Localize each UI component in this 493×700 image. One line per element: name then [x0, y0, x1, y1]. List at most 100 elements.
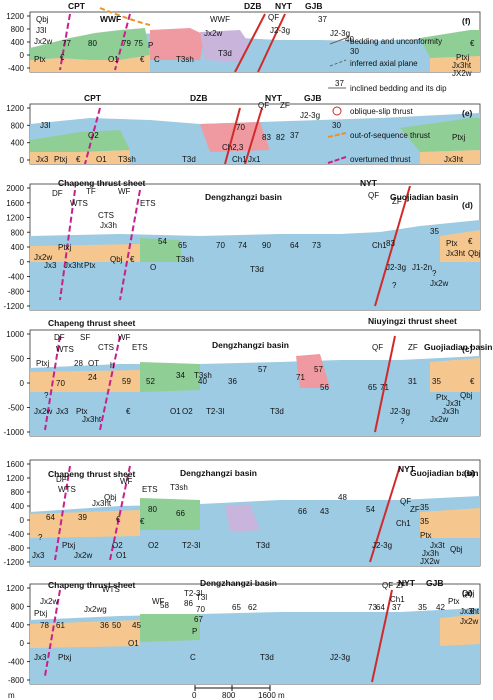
unit-label: 35	[418, 603, 427, 612]
unit-label: 54	[366, 505, 375, 514]
section-header: Chapeng thrust sheet	[48, 318, 136, 328]
legend-label: inclined bedding and its dip	[350, 84, 447, 93]
unit-label: Jx3ht	[64, 261, 84, 270]
unit-label: Jx3h	[422, 549, 439, 558]
unit-label: ?	[44, 391, 49, 400]
y-tick-label: 400	[11, 243, 25, 252]
unit-label: P	[192, 627, 197, 636]
unit-label: Jx2w	[34, 37, 52, 46]
unit-label: 61	[56, 621, 65, 630]
unit-label: JX2w	[452, 69, 472, 78]
unit-label: Jx2w	[34, 253, 52, 262]
unit-label: €	[116, 515, 121, 524]
unit-label: Ptx	[448, 597, 460, 606]
unit-label: Jx3	[56, 407, 69, 416]
unit-label: Jx3t	[430, 541, 445, 550]
unit-label: €	[60, 53, 65, 62]
y-tick-label: -800	[8, 287, 25, 296]
unit-label: Ch2,3	[222, 143, 244, 152]
y-tick-label: 800	[11, 488, 25, 497]
y-tick-label: 400	[11, 621, 25, 630]
unit-label: QF	[268, 13, 279, 22]
unit-label: €	[470, 607, 475, 616]
unit-label: Ptxj	[452, 133, 466, 142]
unit-label: Jx3	[36, 155, 49, 164]
unit-label: QF	[400, 497, 411, 506]
unit-label: 86	[184, 599, 193, 608]
unit-label: P	[148, 41, 153, 50]
unit-label: T2-3l	[206, 407, 224, 416]
panel-e-text: 1200 800 400 0 (e) CPT DZB NYT GJB J3l O2 Jx3 Ptxj € O…	[6, 93, 472, 165]
y-tick-label: 1200	[6, 104, 24, 113]
legend-label: bedding and unconformity	[350, 37, 442, 46]
unit-label: J1-2n	[412, 263, 432, 272]
unit-label: 40	[198, 377, 207, 386]
unit-label: 70	[236, 123, 245, 132]
unit-label: O2	[112, 541, 123, 550]
unit-label: ?	[432, 269, 437, 278]
unit-label: 54	[158, 237, 167, 246]
section-header: Guojiadian basin	[410, 468, 478, 478]
unit-label: h	[110, 361, 114, 370]
unit-label: Ptx	[76, 407, 88, 416]
unit-label: CTS	[98, 343, 114, 352]
unit-label: Jx2w	[74, 551, 92, 560]
unit-label: 43	[320, 507, 329, 516]
y-tick-label: 1600	[6, 460, 24, 469]
y-tick-label: 1200	[6, 474, 24, 483]
unit-label: WTS	[56, 345, 74, 354]
unit-label: 83	[262, 133, 271, 142]
unit-label: 74	[238, 241, 247, 250]
y-tick-label: 1200	[6, 214, 24, 223]
unit-label: 34	[176, 371, 185, 380]
axial-plane-icon	[329, 59, 347, 67]
section-header: NYT	[398, 464, 416, 474]
unit-label: J2-3g	[372, 541, 392, 550]
unit-label: O1	[96, 155, 107, 164]
unit-label: Ch1	[232, 155, 247, 164]
unit-label: 67	[194, 615, 203, 624]
section-header: CPT	[68, 1, 86, 11]
y-tick-label: 400	[11, 502, 25, 511]
unit-label: 42	[436, 603, 445, 612]
unit-label: 77	[62, 39, 71, 48]
section-header: GJB	[304, 93, 321, 103]
section-header: Dengzhangzi basin	[200, 578, 277, 588]
y-tick-label: -500	[8, 404, 25, 413]
y-tick-label: -800	[8, 544, 25, 553]
y-tick-label: 800	[11, 25, 25, 34]
legend-label: out-of-sequence thrust	[350, 131, 431, 140]
unit-label: 57	[314, 365, 323, 374]
unit-label: 52	[146, 377, 155, 386]
unit-label: T2-3l	[184, 589, 202, 598]
unit-label: Jx2w	[430, 415, 448, 424]
unit-label: T3d	[250, 265, 264, 274]
unit-label: ZF	[410, 505, 420, 514]
unit-label: Qbj	[110, 255, 123, 264]
unit-label: WTS	[102, 585, 120, 594]
y-tick-label: -400	[8, 64, 25, 73]
y-tick-label: 400	[11, 139, 25, 148]
unit-label: €	[468, 237, 473, 246]
y-tick-label: 0	[20, 639, 25, 648]
panel-letter: (a)	[462, 588, 473, 598]
unit-label: 79	[122, 39, 131, 48]
unit-label: Ptx	[84, 261, 96, 270]
unit-label: Ptxj	[62, 541, 76, 550]
unit-label: €	[140, 517, 145, 526]
unit-label: T3d	[218, 49, 232, 58]
unit-label: T3sh	[170, 483, 188, 492]
unit-label: 65	[178, 241, 187, 250]
panel-a	[29, 583, 481, 685]
unit-label: Ch1	[396, 519, 411, 528]
unit-label: Jx3	[44, 261, 57, 270]
unit-label: ZF	[408, 343, 418, 352]
unit-label: 40	[345, 35, 354, 44]
legend-item-dip: 37 inclined bedding and its dip	[328, 79, 447, 93]
unit-label: 39	[78, 513, 87, 522]
unit-label: J3l	[40, 121, 50, 130]
unit-label: Qbj	[104, 493, 117, 502]
unit-label: Ptx	[446, 239, 458, 248]
unit-label: O1	[170, 407, 181, 416]
